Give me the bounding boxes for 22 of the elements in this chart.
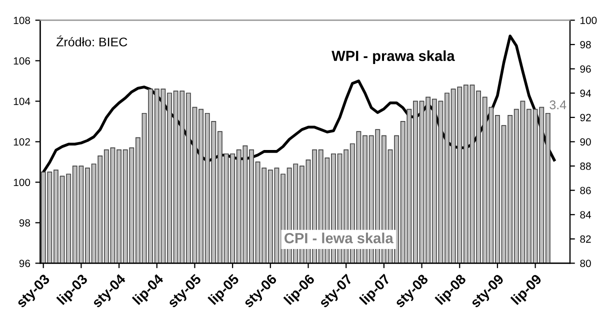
y2-tick-label: 90 <box>580 138 591 146</box>
annotation: 3.4 <box>550 100 566 110</box>
series-label: WPI - prawa skala <box>332 50 455 64</box>
y2-tick-label: 98 <box>580 41 591 48</box>
y-tick-label: 108 <box>14 16 30 24</box>
y2-tick-label: 100 <box>580 16 597 24</box>
series-label: CPI - lewa skala <box>284 232 394 244</box>
y-tick-label: 98 <box>19 219 30 227</box>
y2-tick-label: 92 <box>580 114 591 122</box>
y-tick-label: 106 <box>14 57 30 65</box>
y2-tick-label: 84 <box>580 211 592 218</box>
y-tick-label: 102 <box>14 138 30 146</box>
y2-tick-label: 88 <box>580 162 591 170</box>
annotation: Źródło: BIEC <box>56 35 128 46</box>
y2-tick-label: 80 <box>580 260 591 268</box>
y2-tick-label: 94 <box>580 90 592 97</box>
y2-tick-label: 82 <box>580 235 591 243</box>
y2-tick-label: 86 <box>580 186 591 194</box>
y2-tick-label: 96 <box>580 65 591 73</box>
y-tick-label: 104 <box>14 98 30 106</box>
y-tick-label: 100 <box>14 178 30 186</box>
y-tick-label: 96 <box>19 260 30 268</box>
